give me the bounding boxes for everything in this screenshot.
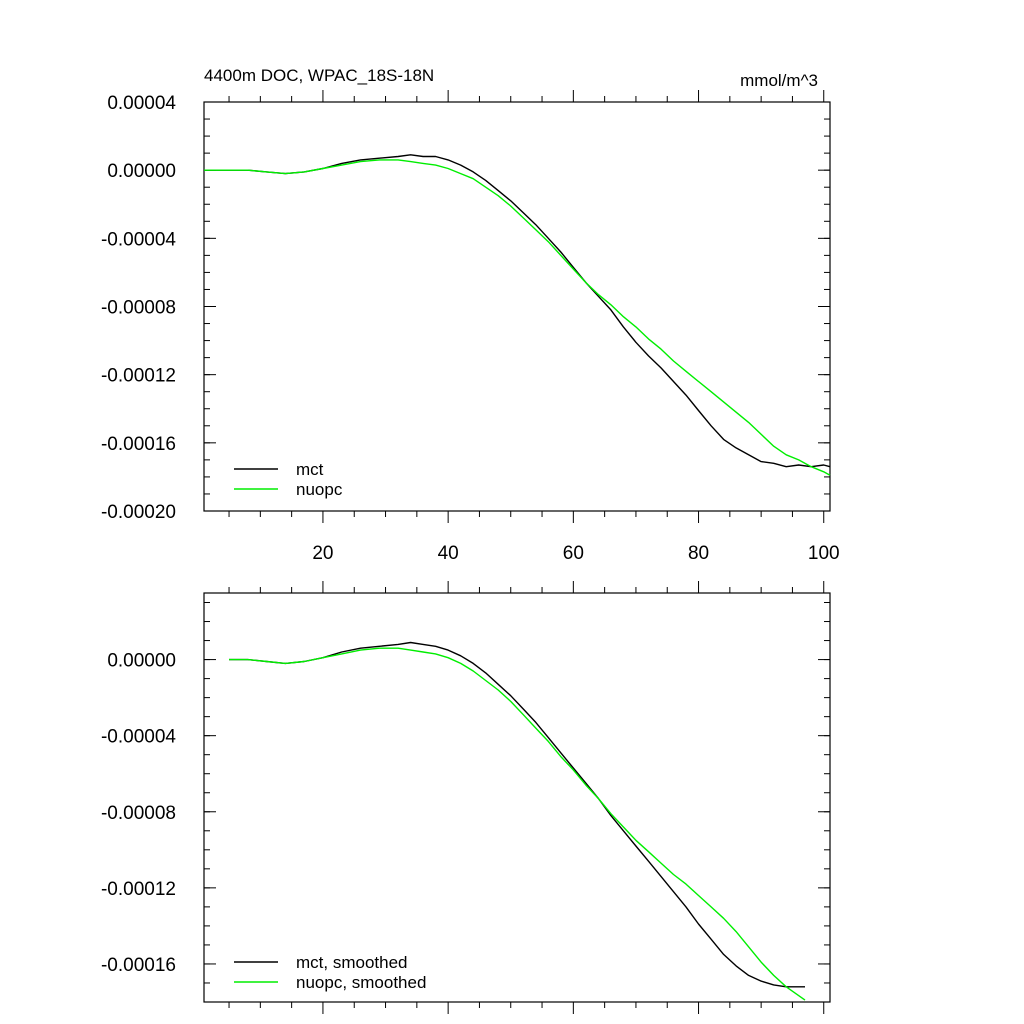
x-tick-label: 100	[808, 543, 840, 564]
y-tick-label: -0.00004	[101, 727, 176, 748]
x-tick-label: 40	[438, 543, 459, 564]
top-panel: 4400m DOC, WPAC_18S-18N mmol/m^3 20 40 60 8…	[101, 66, 840, 564]
y-tick-label: -0.00016	[101, 434, 176, 455]
y-tick-label: 0.00004	[107, 93, 176, 114]
series-line-mct	[229, 641, 805, 988]
units-label: mmol/m^3	[740, 71, 818, 90]
y-tick-label: -0.00008	[101, 298, 176, 319]
y-tick-label: -0.00008	[101, 803, 176, 824]
y-tick-label: -0.00012	[101, 879, 176, 900]
plot-frame	[203, 592, 831, 1003]
y-tick-label: -0.00020	[101, 502, 176, 523]
bottom-panel: 0.00000 -0.00004 -0.00008 -0.00012 -0.00016 m…	[101, 581, 831, 1014]
y-tick-label: 0.00000	[107, 651, 176, 672]
legend-label: mct, smoothed	[296, 953, 408, 972]
legend-label: mct	[296, 460, 324, 479]
series-line-nuopc	[229, 647, 806, 1001]
chart-title: 4400m DOC, WPAC_18S-18N	[204, 66, 434, 85]
x-tick-label: 80	[688, 543, 709, 564]
plot-frame	[203, 101, 831, 512]
x-tick-label: 60	[563, 543, 584, 564]
x-tick-label: 20	[312, 543, 333, 564]
series-line-nuopc	[204, 159, 831, 476]
series-line-mct	[204, 154, 831, 468]
legend-label: nuopc	[296, 480, 343, 499]
legend-label: nuopc, smoothed	[296, 973, 426, 992]
y-tick-label: -0.00012	[101, 366, 176, 387]
y-tick-label: 0.00000	[107, 161, 176, 182]
y-tick-label: -0.00016	[101, 955, 176, 976]
y-tick-label: -0.00004	[101, 229, 176, 250]
